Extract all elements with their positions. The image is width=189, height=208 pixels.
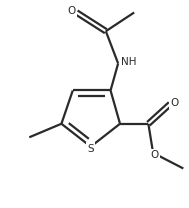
Text: NH: NH	[121, 57, 136, 67]
Text: O: O	[171, 98, 179, 108]
Text: O: O	[151, 150, 159, 160]
Text: O: O	[68, 6, 76, 16]
Text: S: S	[87, 144, 94, 154]
